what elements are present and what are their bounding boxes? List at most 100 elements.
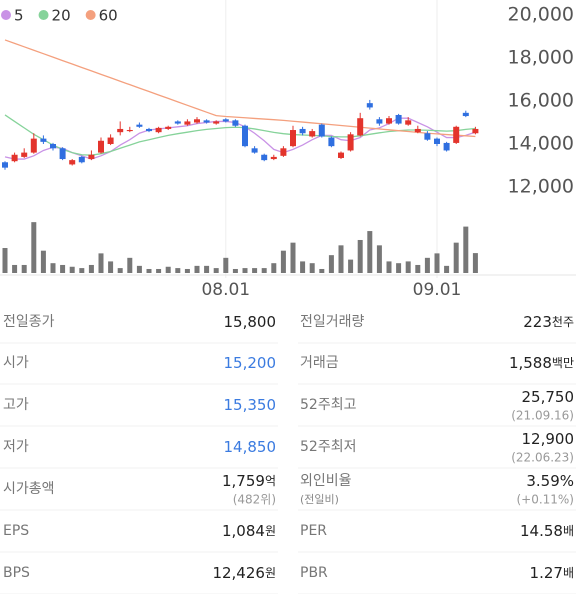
cell-value: 15,350 [224, 396, 277, 414]
candle-body [88, 154, 95, 160]
candle-body [69, 160, 76, 165]
volume-bar [252, 268, 258, 273]
volume-bar [472, 253, 478, 273]
value: 223 [523, 313, 552, 331]
candle-body [347, 134, 354, 151]
volume-bar [463, 226, 469, 273]
candle-body [184, 121, 191, 125]
candle-body [366, 103, 373, 108]
cell-value: 12,426원 [212, 564, 276, 582]
legend-label: 5 [14, 7, 24, 25]
candle-body [126, 130, 133, 132]
candle-body [270, 156, 277, 160]
candle-body [40, 138, 47, 142]
cell-value: 15,800 [224, 313, 277, 331]
volume-bar [424, 257, 430, 273]
volume-bar [79, 268, 85, 273]
volume-bar [357, 239, 363, 273]
cell-sub: (482위) [233, 493, 276, 507]
ma-line [4, 39, 476, 138]
cell-label-sub: (전일비) [300, 492, 339, 506]
cell-label: 고가 [3, 397, 29, 413]
volume-bar [136, 265, 142, 273]
candle-body [434, 138, 440, 144]
cell-label: 거래금 [300, 355, 339, 371]
volume-bar [280, 250, 286, 273]
candle-body [414, 128, 421, 133]
candle-body [376, 119, 383, 124]
volume-bar [396, 263, 402, 273]
candle-body [462, 112, 469, 117]
cell-label: 52주최저 [300, 439, 356, 455]
candle-body [213, 121, 220, 124]
value: 1,084 [222, 522, 265, 540]
candle-body [21, 152, 28, 157]
unit: 배 [563, 566, 574, 580]
value: 15,350 [224, 396, 277, 414]
volume-bar [261, 268, 267, 273]
unit: 원 [265, 566, 276, 580]
candle-body [386, 118, 392, 124]
y-tick-label: 20,000 [508, 4, 574, 26]
candle-body [78, 156, 85, 163]
cell-sub: (+0.11%) [516, 493, 574, 507]
cell-value: 1,084원 [222, 522, 276, 540]
volume-bar [60, 264, 66, 273]
volume-bar [69, 266, 75, 273]
volume-bar [12, 264, 18, 273]
candle-body [280, 148, 287, 156]
volume-bar [194, 265, 200, 273]
volume-bar [232, 268, 238, 273]
volume-bar [31, 222, 37, 273]
cell-value: 1,588백만 [509, 354, 574, 372]
value: 3.59% [526, 472, 574, 490]
cell-sub: (21.09.16) [511, 409, 574, 423]
volume-bar [271, 263, 277, 273]
volume-bar [108, 261, 114, 273]
volume-bar [328, 255, 334, 273]
unit: 원 [265, 524, 276, 538]
cell-value: 223천주 [523, 313, 574, 331]
candle-body [242, 125, 248, 147]
cell-label: 52주최고 [300, 397, 357, 413]
ma-line [4, 114, 476, 156]
candle-body [222, 119, 229, 122]
volume-bar [40, 250, 46, 273]
volume-bar [21, 264, 27, 273]
cell-label: EPS [3, 523, 29, 539]
candle-body [50, 144, 56, 149]
volume-bar [117, 268, 123, 273]
candle-body [472, 128, 479, 134]
volume-bar [386, 261, 392, 273]
volume-bar [2, 248, 8, 273]
volume-bar [175, 268, 181, 273]
volume-bar [213, 268, 219, 273]
volume-bar [165, 266, 171, 273]
candle-body [309, 131, 316, 137]
cell-label: PBR [300, 565, 328, 581]
legend-dot [38, 10, 49, 20]
y-tick-label: 14,000 [508, 133, 574, 155]
candle-body [338, 152, 344, 158]
volume-bar [319, 268, 325, 273]
candle-body [453, 126, 460, 143]
candle-body [261, 154, 268, 161]
y-tick-label: 16,000 [508, 90, 574, 112]
candle-body [136, 124, 143, 127]
candle-body [59, 148, 66, 160]
legend-dot [85, 10, 96, 20]
x-tick-label: 09.01 [413, 280, 462, 300]
cell-label: 시가총액 [3, 481, 55, 497]
value: 14,850 [224, 438, 277, 456]
value: 1,588 [509, 354, 552, 372]
volume-bar [156, 268, 162, 273]
volume-bar [204, 265, 210, 273]
cell-value: 15,200 [224, 354, 277, 372]
x-tick-label: 08.01 [201, 280, 250, 300]
candle-body [290, 130, 296, 147]
volume-bar [300, 261, 306, 273]
candle-body [98, 140, 104, 153]
candle-body [443, 142, 450, 151]
cell-value: 25,750 [522, 388, 575, 406]
volume-bar [242, 268, 248, 273]
